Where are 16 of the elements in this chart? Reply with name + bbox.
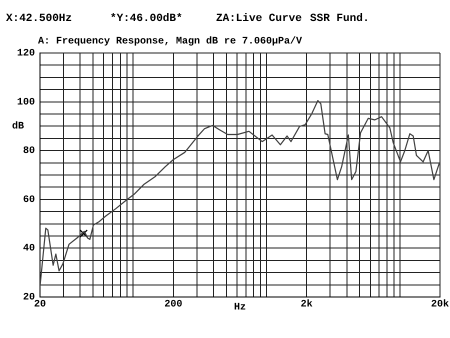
- chart-title: A: Frequency Response, Magn dB re 7.060µPa/V: [38, 36, 302, 48]
- y-tick-label: 120: [16, 48, 35, 60]
- y-tick-label: 100: [16, 97, 35, 108]
- text: X:42.500Hz: [6, 12, 72, 25]
- text: ZA:Live Curve: [216, 12, 302, 25]
- text: SSR Fund.: [310, 12, 370, 25]
- x-tick-label: 200: [164, 300, 182, 311]
- x-tick-label: 2k: [300, 298, 313, 311]
- y-tick-label: 60: [22, 194, 35, 206]
- y-axis-title: dB: [12, 120, 24, 133]
- x-tick-label: 20: [34, 300, 46, 311]
- x-axis-title: Hz: [234, 302, 246, 314]
- x-tick-label: 20k: [430, 298, 450, 311]
- y-tick-label: 80: [22, 146, 35, 158]
- y-tick-label: 40: [22, 244, 35, 255]
- text: *Y:46.00dB*: [110, 12, 183, 25]
